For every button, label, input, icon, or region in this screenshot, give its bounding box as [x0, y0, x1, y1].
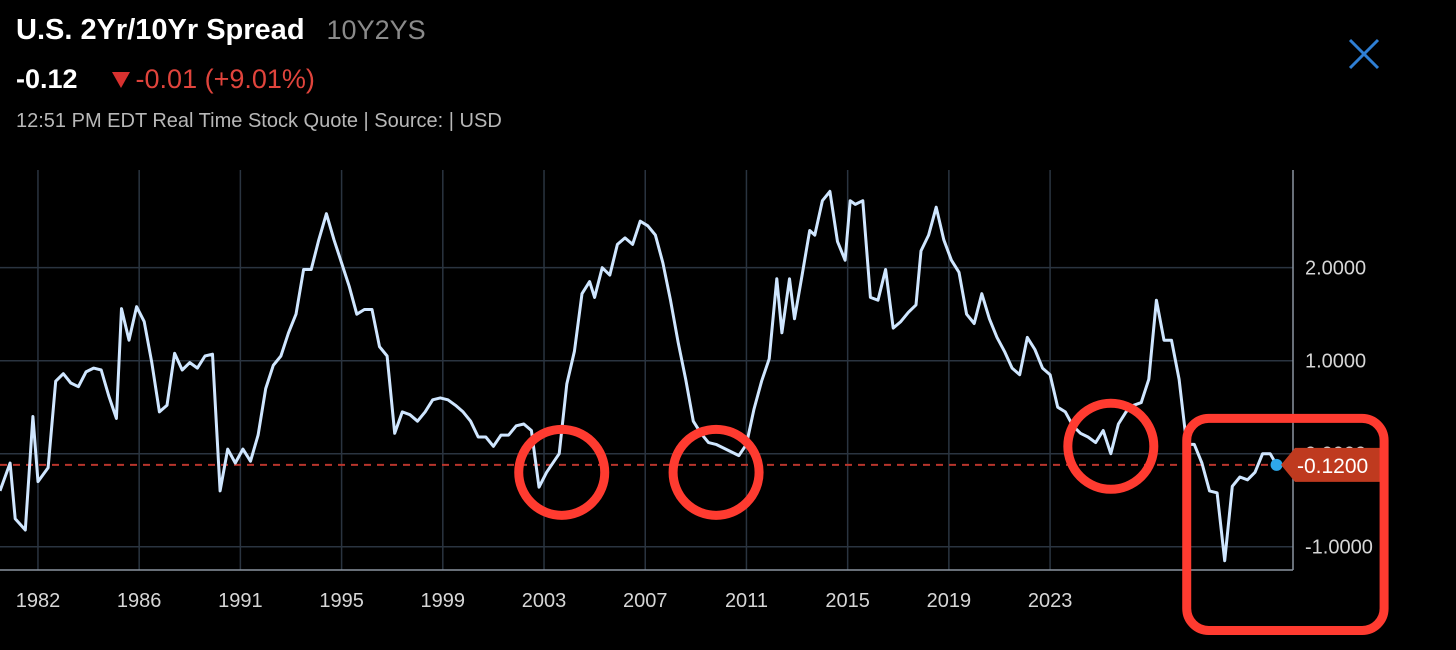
x-tick-label: 2015: [825, 590, 870, 612]
x-tick-label: 2023: [1028, 590, 1073, 612]
price-change: -0.01 (+9.01%): [135, 64, 315, 94]
x-tick-label: 2003: [522, 590, 567, 612]
ticker-symbol: 10Y2YS: [326, 15, 426, 45]
x-tick-label: 1999: [421, 590, 466, 612]
y-tick-label: 1.0000: [1305, 351, 1366, 373]
page-title: U.S. 2Yr/10Yr Spread: [16, 14, 305, 46]
annotation-circle: [514, 424, 610, 520]
x-tick-label: 1986: [117, 590, 162, 612]
close-icon[interactable]: [1344, 34, 1384, 74]
last-price: -0.12: [16, 64, 78, 94]
quote-row: -0.12 -0.01 (+9.01%): [16, 64, 315, 95]
x-tick-label: 2011: [725, 590, 768, 612]
last-value-label: -0.1200: [1297, 455, 1368, 478]
y-tick-label: 2.0000: [1305, 258, 1366, 280]
down-triangle-icon: [111, 71, 130, 88]
last-value-tag: -0.1200: [1281, 447, 1383, 482]
annotation-box: [1182, 413, 1389, 635]
annotation-circle: [1063, 398, 1159, 494]
y-tick-label: -1.0000: [1305, 537, 1373, 559]
spread-series-line: [0, 189, 1278, 563]
last-value-dot: [1270, 458, 1283, 471]
x-tick-label: 2019: [927, 590, 972, 612]
quote-meta: 12:51 PM EDT Real Time Stock Quote | Sou…: [16, 110, 502, 132]
title-row: U.S. 2Yr/10Yr Spread 10Y2YS: [16, 14, 426, 47]
x-tick-label: 2007: [623, 590, 668, 612]
x-tick-label: 1995: [319, 590, 364, 612]
annotation-circle: [668, 424, 764, 520]
last-value-tag-shape: [1281, 447, 1383, 482]
x-tick-label: 1991: [218, 590, 263, 612]
x-tick-label: 1982: [16, 590, 61, 612]
